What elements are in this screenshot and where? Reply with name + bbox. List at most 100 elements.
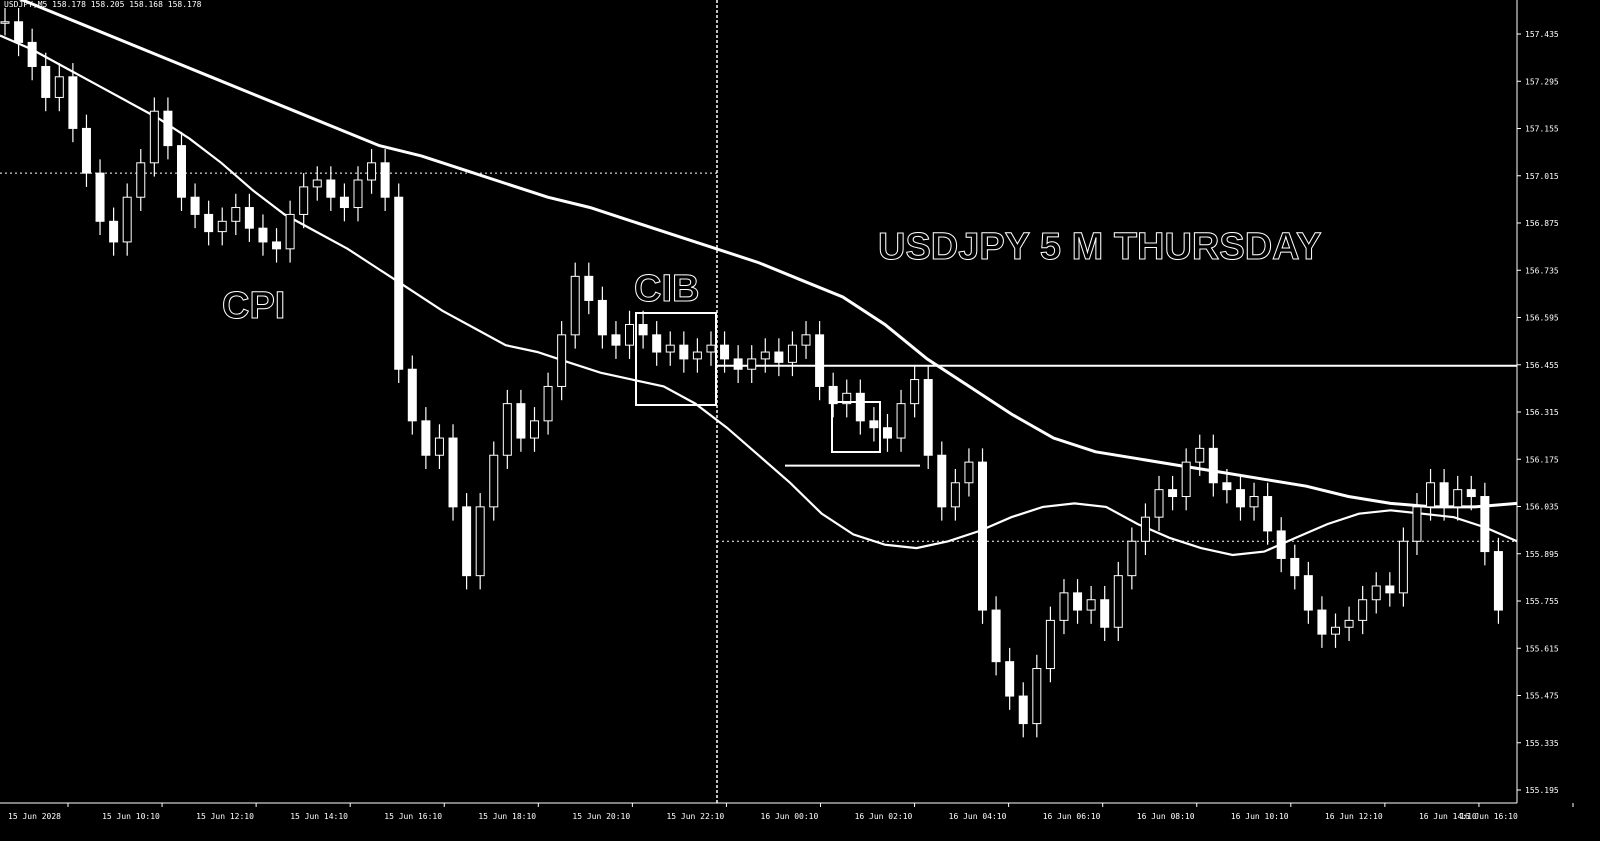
x-tick-label: 15 Jun 22:10 bbox=[666, 812, 724, 821]
candle-body bbox=[1426, 482, 1436, 508]
candle-body bbox=[923, 379, 933, 456]
candle-body bbox=[1412, 506, 1422, 542]
x-tick-label: 15 Jun 16:10 bbox=[384, 812, 442, 821]
candle-body bbox=[1358, 599, 1368, 621]
x-tick-label: 16 Jun 08:10 bbox=[1137, 812, 1195, 821]
candle-body bbox=[502, 403, 512, 456]
x-tick-label: 16 Jun 12:10 bbox=[1325, 812, 1383, 821]
candle-body bbox=[855, 392, 865, 422]
candle-body bbox=[204, 213, 214, 233]
candle-body bbox=[801, 334, 811, 346]
y-tick-label: 156.875 bbox=[1525, 219, 1559, 228]
y-axis-ticks: 157.435 157.295 157.155 157.015 156.875 156.7… bbox=[1517, 30, 1559, 795]
candle-body bbox=[733, 358, 743, 370]
x-axis-ticks: 15 Jun 2028 15 Jun 10:10 15 Jun 12:10 15 Ju… bbox=[8, 803, 1574, 821]
candle-body bbox=[1181, 461, 1191, 498]
candle-body bbox=[815, 334, 825, 387]
candle-body bbox=[950, 482, 960, 508]
candle-body bbox=[978, 461, 988, 611]
x-tick-label: 16 Jun 06:10 bbox=[1043, 812, 1101, 821]
x-tick-label: 16 Jun 00:10 bbox=[761, 812, 819, 821]
candle-body bbox=[625, 324, 635, 346]
candle-body bbox=[353, 179, 363, 209]
candle-body bbox=[910, 379, 920, 405]
candle-body bbox=[964, 461, 974, 484]
y-tick-label: 155.895 bbox=[1525, 550, 1559, 559]
candle-body bbox=[747, 358, 757, 370]
symbol-header: USDJPY,M5 158.178 158.205 158.168 158.17… bbox=[4, 0, 202, 9]
candle-body bbox=[842, 392, 852, 405]
candle-body bbox=[570, 275, 580, 336]
candle-body bbox=[1385, 585, 1395, 594]
x-tick-label: 16 Jun 02:10 bbox=[855, 812, 913, 821]
candle-body bbox=[1303, 575, 1313, 611]
candle-body bbox=[68, 76, 78, 129]
candle-body bbox=[27, 41, 37, 67]
candle-body bbox=[149, 110, 159, 164]
candle-body bbox=[407, 368, 417, 422]
y-tick-label: 156.735 bbox=[1525, 266, 1559, 275]
x-tick-label: 15 Jun 2028 bbox=[8, 812, 61, 821]
y-tick-label: 155.475 bbox=[1525, 692, 1559, 701]
y-tick-label: 155.195 bbox=[1525, 786, 1559, 795]
candle-body bbox=[1059, 592, 1069, 621]
candle-body bbox=[258, 227, 268, 243]
y-tick-label: 156.455 bbox=[1525, 361, 1559, 370]
moving-average-line bbox=[0, 34, 1518, 557]
candle-body bbox=[1466, 489, 1476, 498]
candle-body bbox=[787, 344, 797, 363]
candle-body bbox=[1493, 551, 1503, 611]
candle-body bbox=[1480, 496, 1490, 553]
candle-body bbox=[1018, 695, 1028, 725]
candle-body bbox=[1290, 557, 1300, 577]
candle-body bbox=[434, 437, 444, 456]
y-tick-label: 156.175 bbox=[1525, 455, 1559, 464]
candle-body bbox=[394, 196, 404, 370]
y-tick-label: 155.755 bbox=[1525, 597, 1559, 606]
candle-body bbox=[1208, 447, 1218, 484]
candle-body bbox=[1331, 626, 1341, 635]
moving-averages bbox=[0, 0, 1518, 557]
candle-body bbox=[217, 220, 227, 233]
x-tick-label: 15 Jun 14:10 bbox=[290, 812, 348, 821]
candle-body bbox=[176, 145, 186, 198]
candle-body bbox=[1195, 447, 1205, 463]
candle-body bbox=[882, 427, 892, 439]
candle-body bbox=[136, 162, 146, 198]
candle-body bbox=[109, 220, 119, 243]
candle-body bbox=[1140, 516, 1150, 542]
candle-body bbox=[679, 344, 689, 360]
candle-body bbox=[760, 351, 770, 360]
candle-body bbox=[1005, 661, 1015, 697]
candle-body bbox=[0, 21, 10, 24]
candle-body bbox=[1086, 599, 1096, 611]
x-tick-label: 16 Jun 14:10 bbox=[1419, 812, 1477, 821]
y-tick-label: 157.015 bbox=[1525, 172, 1559, 181]
candle-body bbox=[665, 344, 675, 353]
candle-body bbox=[991, 609, 1001, 663]
y-tick-label: 157.155 bbox=[1525, 125, 1559, 134]
horizontal-lines bbox=[0, 172, 1517, 542]
candle-body bbox=[1100, 599, 1110, 628]
candle-body bbox=[937, 454, 947, 508]
candle-body bbox=[1032, 668, 1042, 725]
candle-body bbox=[720, 344, 730, 360]
x-tick-label: 15 Jun 10:10 bbox=[102, 812, 160, 821]
candle-body bbox=[1398, 540, 1408, 594]
x-tick-label: 15 Jun 20:10 bbox=[572, 812, 630, 821]
candle-body bbox=[529, 420, 539, 439]
candle-body bbox=[1168, 489, 1178, 498]
candle-body bbox=[475, 506, 485, 577]
candle-body bbox=[557, 334, 567, 387]
candle-body bbox=[272, 241, 282, 250]
candle-body bbox=[828, 385, 838, 405]
x-tick-label: 15 Jun 12:10 bbox=[196, 812, 254, 821]
candle-body bbox=[1317, 609, 1327, 635]
candle-body bbox=[14, 21, 24, 43]
candle-body bbox=[1344, 619, 1354, 628]
candle-body bbox=[896, 403, 906, 439]
y-tick-label: 156.595 bbox=[1525, 314, 1559, 323]
candle-body bbox=[190, 196, 200, 215]
candle-body bbox=[244, 207, 254, 229]
